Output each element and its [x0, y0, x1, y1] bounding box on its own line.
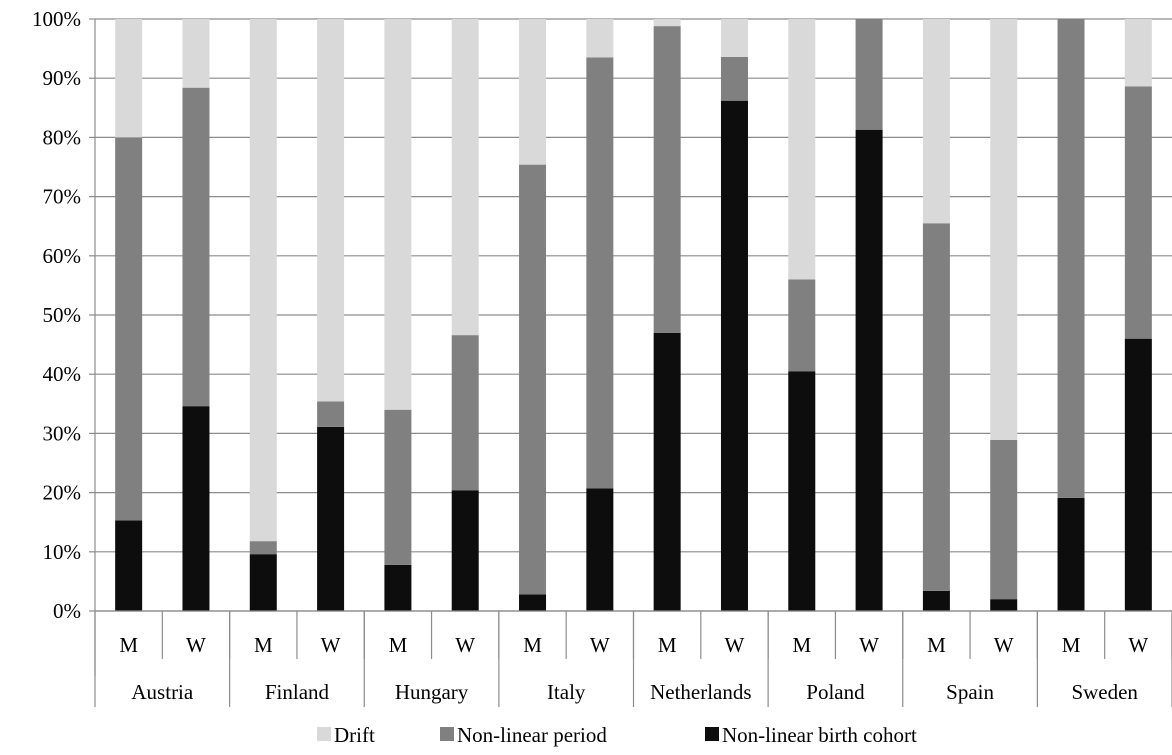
y-tick-label: 100%: [32, 7, 81, 31]
bar-segment: [1124, 338, 1152, 611]
group-label: Italy: [547, 680, 586, 704]
legend-label: Non-linear period: [457, 723, 607, 747]
y-tick-label: 70%: [43, 185, 82, 209]
bar-segment: [653, 332, 681, 611]
bar-segment: [115, 137, 143, 521]
category-label: M: [254, 633, 273, 657]
legend-swatch: [705, 727, 719, 741]
bar-segment: [384, 19, 412, 410]
bar-segment: [586, 488, 614, 611]
bar-segment: [182, 406, 210, 611]
bar-segment: [1057, 497, 1085, 611]
bar-segment: [317, 19, 345, 402]
bar-segment: [519, 19, 547, 165]
y-tick-label: 40%: [43, 362, 82, 386]
y-tick-label: 80%: [43, 125, 82, 149]
y-tick-label: 90%: [43, 66, 82, 90]
bar-segment: [720, 100, 748, 612]
bar-segment: [115, 520, 143, 611]
bar-segment: [451, 19, 479, 336]
group-label: Sweden: [1071, 680, 1138, 704]
group-label: Poland: [806, 680, 865, 704]
bar-segment: [586, 57, 614, 489]
category-label: W: [725, 633, 745, 657]
bar-segment: [115, 19, 143, 138]
bar-segment: [519, 594, 547, 611]
y-tick-label: 20%: [43, 481, 82, 505]
bar-segment: [855, 129, 883, 612]
bar-segment: [855, 19, 883, 130]
bar-segment: [451, 335, 479, 491]
bar-segment: [1057, 19, 1085, 498]
y-tick-label: 50%: [43, 303, 82, 327]
category-label: M: [792, 633, 811, 657]
bar-segment: [653, 19, 681, 27]
category-label: W: [994, 633, 1014, 657]
bar-segment: [788, 371, 816, 611]
bar-segment: [249, 19, 277, 542]
category-label: W: [590, 633, 610, 657]
group-label: Spain: [946, 680, 994, 704]
bar-segment: [317, 426, 345, 611]
group-label: Netherlands: [650, 680, 751, 704]
group-label: Finland: [265, 680, 330, 704]
bar-segment: [384, 564, 412, 611]
bar-segment: [249, 554, 277, 611]
bar-segment: [922, 590, 950, 611]
category-label: M: [658, 633, 677, 657]
bar-segment: [990, 19, 1018, 440]
legend-label: Non-linear birth cohort: [722, 723, 917, 747]
category-label: W: [1128, 633, 1148, 657]
bar-segment: [182, 19, 210, 88]
category-label: M: [119, 633, 138, 657]
bar-segment: [182, 87, 210, 407]
y-tick-label: 60%: [43, 244, 82, 268]
legend-swatch: [440, 727, 454, 741]
y-tick-label: 30%: [43, 421, 82, 445]
legend-label: Drift: [334, 723, 375, 747]
bar-segment: [788, 19, 816, 280]
bar-segment: [788, 279, 816, 372]
bar-segment: [720, 56, 748, 101]
group-label: Hungary: [395, 680, 469, 704]
category-label: M: [389, 633, 408, 657]
y-tick-label: 0%: [53, 599, 81, 623]
category-label: W: [455, 633, 475, 657]
y-tick-label: 10%: [43, 540, 82, 564]
bar-segment: [451, 490, 479, 611]
legend-swatch: [317, 727, 331, 741]
bar-segment: [249, 541, 277, 555]
bar-segment: [922, 19, 950, 224]
bar-segment: [317, 401, 345, 427]
category-label: W: [186, 633, 206, 657]
bar-segment: [990, 439, 1018, 600]
group-label: Austria: [131, 680, 194, 704]
category-label: M: [523, 633, 542, 657]
bar-segment: [1124, 19, 1152, 87]
bar-segment: [519, 164, 547, 595]
bar-segment: [586, 19, 614, 58]
bar-segment: [990, 599, 1018, 611]
category-label: M: [927, 633, 946, 657]
bar-segment: [720, 19, 748, 57]
category-label: W: [859, 633, 879, 657]
bar-segment: [1124, 86, 1152, 339]
bar-segment: [384, 409, 412, 565]
bar-segment: [653, 26, 681, 333]
bar-segment: [922, 223, 950, 591]
category-label: W: [321, 633, 341, 657]
category-label: M: [1062, 633, 1081, 657]
